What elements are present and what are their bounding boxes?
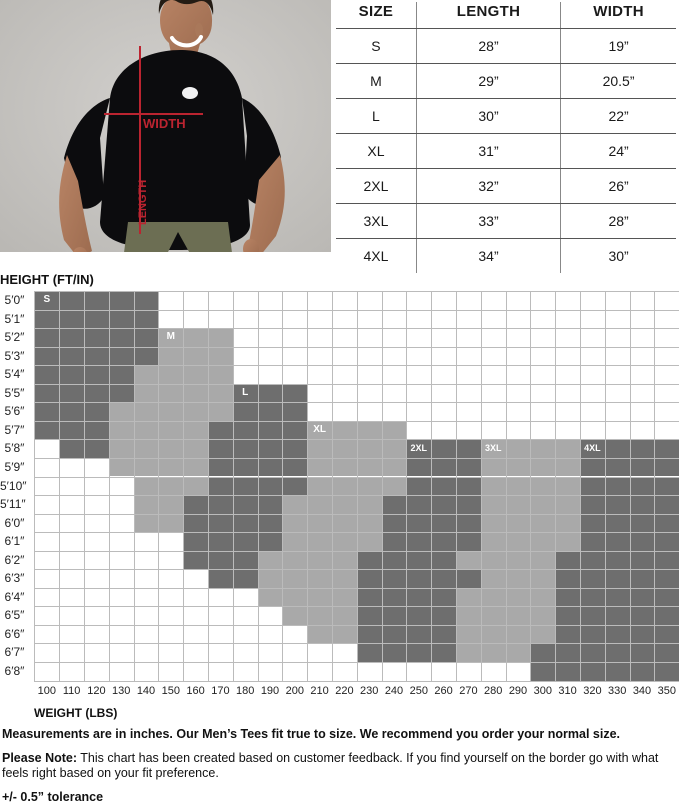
svg-text:WIDTH: WIDTH xyxy=(143,116,186,131)
svg-text:LENGTH: LENGTH xyxy=(137,180,149,225)
